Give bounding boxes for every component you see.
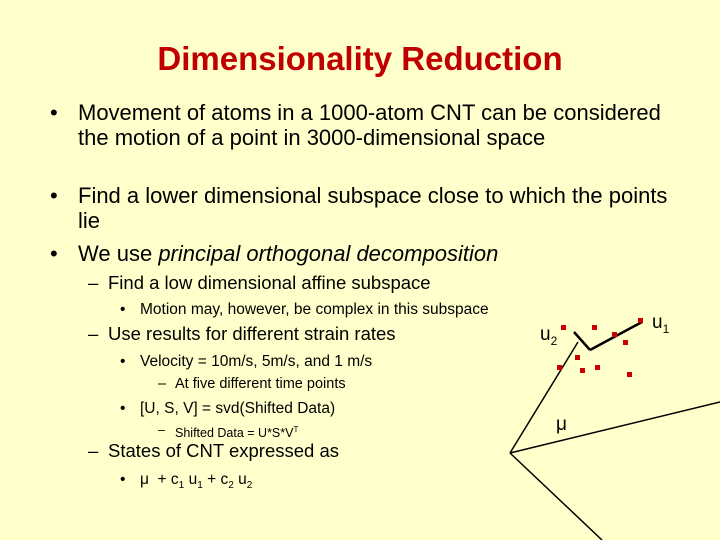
bullet-level-3: μ + c1 u1 + c2 u2 (120, 470, 253, 496)
bullet-text: Motion may, however, be complex in this … (140, 301, 489, 318)
bullet-level-2: Find a low dimensional affine subspace (88, 272, 431, 294)
bullet-text: Find a low dimensional affine subspace (108, 272, 431, 293)
bullet-text: Shifted Data = U*S*V (175, 426, 294, 441)
point (592, 325, 597, 330)
axis (509, 452, 603, 540)
bullet-text: 1 (197, 480, 203, 492)
bullet-text: u (184, 471, 198, 488)
axis (509, 341, 579, 454)
point (580, 368, 585, 373)
bullet-level-2: Use results for different strain rates (88, 323, 396, 345)
bullet-level-4: Shifted Data = U*S*VT (158, 421, 299, 442)
bullet-text: 2 (246, 480, 253, 492)
slide-title: Dimensionality Reduction (157, 40, 563, 77)
bullet-level-1: Find a lower dimensional subspace close … (50, 183, 668, 233)
vector-u2 (573, 331, 591, 351)
bullet-level-4: At five different time points (158, 375, 346, 393)
u2-label: u2 (540, 324, 557, 348)
bullet-text: μ + c (140, 471, 179, 488)
u2-text: u (540, 324, 551, 345)
bullet-text: Velocity = 10m/s, 5m/s, and 1 m/s (140, 353, 373, 370)
bullet-text: States of CNT expressed as (108, 440, 340, 461)
u1-index: 1 (662, 321, 670, 336)
point (561, 325, 566, 330)
point (627, 372, 632, 377)
bullet-level-3: Velocity = 10m/s, 5m/s, and 1 m/s (120, 352, 373, 372)
bullet-text: + c (202, 471, 229, 488)
bullet-text: [U, S, V] = svd(Shifted Data) (140, 400, 336, 417)
bullet-text: principal orthogonal decomposition (158, 241, 499, 266)
bullet-level-3: Motion may, however, be complex in this … (120, 300, 489, 320)
bullet-text: T (293, 425, 299, 434)
point (638, 318, 643, 323)
bullet-level-2: States of CNT expressed as (88, 440, 340, 462)
point (595, 365, 600, 370)
bullet-text: Movement of atoms in a 1000-atom CNT can… (78, 100, 668, 150)
u1-label: u1 (652, 312, 669, 336)
point (623, 340, 628, 345)
point (557, 365, 562, 370)
bullet-text: At five different time points (175, 376, 346, 392)
point (612, 332, 617, 337)
bullet-level-1: Movement of atoms in a 1000-atom CNT can… (50, 100, 668, 150)
bullet-text: Use results for different strain rates (108, 323, 396, 344)
bullet-level-1: We use principal orthogonal decompositio… (50, 241, 668, 266)
bullet-text: 2 (228, 480, 234, 492)
bullet-text: u (233, 471, 247, 488)
bullet-text: We use (78, 241, 159, 266)
bullet-level-3: [U, S, V] = svd(Shifted Data) (120, 399, 336, 419)
mean-label: μ (556, 414, 567, 435)
u1-text: u (652, 312, 663, 333)
bullet-text: Find a lower dimensional subspace close … (78, 183, 674, 233)
axis (509, 401, 720, 454)
bullet-text: 1 (178, 480, 185, 492)
u2-index: 2 (550, 333, 558, 348)
point (575, 355, 580, 360)
